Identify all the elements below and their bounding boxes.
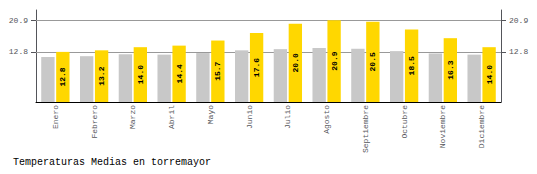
svg-text:Enero: Enero	[51, 105, 60, 129]
svg-text:20.9: 20.9	[9, 16, 28, 25]
svg-text:14.4: 14.4	[175, 64, 184, 83]
svg-text:20.9: 20.9	[330, 51, 339, 70]
svg-text:Octubre: Octubre	[400, 105, 409, 139]
svg-text:14.0: 14.0	[485, 65, 494, 84]
svg-text:20.9: 20.9	[509, 16, 528, 25]
svg-text:12.8: 12.8	[58, 67, 67, 86]
svg-text:18.5: 18.5	[407, 56, 416, 75]
svg-text:13.2: 13.2	[97, 66, 106, 85]
svg-text:16.3: 16.3	[446, 60, 455, 79]
svg-text:Temperaturas Medias en torrema: Temperaturas Medias en torremayor	[13, 157, 211, 168]
svg-text:20.5: 20.5	[368, 52, 377, 71]
svg-text:Diciembre: Diciembre	[477, 105, 486, 148]
svg-text:Agosto: Agosto	[322, 105, 331, 134]
svg-text:Abril: Abril	[167, 105, 176, 129]
svg-text:12.8: 12.8	[509, 47, 528, 56]
svg-text:12.8: 12.8	[9, 47, 28, 56]
svg-text:20.0: 20.0	[291, 53, 300, 72]
svg-text:Julio: Julio	[283, 105, 292, 129]
svg-text:14.0: 14.0	[136, 65, 145, 84]
svg-text:17.6: 17.6	[252, 58, 261, 77]
svg-text:15.7: 15.7	[213, 61, 222, 80]
svg-text:Junio: Junio	[245, 105, 254, 129]
svg-text:Noviembre: Noviembre	[438, 105, 447, 148]
svg-text:Mayo: Mayo	[206, 105, 215, 124]
svg-text:Marzo: Marzo	[128, 105, 137, 129]
svg-text:Septiembre: Septiembre	[361, 105, 370, 153]
svg-text:Febrero: Febrero	[90, 105, 99, 139]
